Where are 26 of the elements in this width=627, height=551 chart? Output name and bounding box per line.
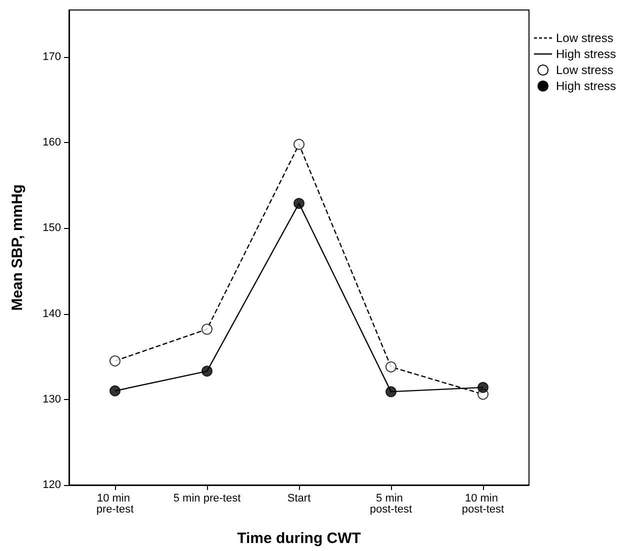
x-tick-label: 10 min pre-test bbox=[96, 492, 134, 516]
legend-label: Low stress bbox=[556, 31, 614, 45]
y-tick-label: 130 bbox=[42, 393, 61, 406]
x-tick-label: 5 min post-test bbox=[370, 492, 412, 516]
point bbox=[386, 386, 396, 398]
y-tick-label: 160 bbox=[42, 136, 61, 149]
legend-label: Low stress bbox=[556, 63, 614, 77]
x-tick-label: 5 min pre-test bbox=[173, 492, 241, 504]
point bbox=[478, 382, 488, 393]
point bbox=[294, 138, 304, 150]
y-tick-label: 150 bbox=[42, 222, 61, 234]
legend-label: High stress bbox=[556, 47, 616, 61]
point bbox=[386, 361, 396, 372]
point bbox=[110, 355, 120, 366]
y-axis-title: Mean SBP, mmHg bbox=[9, 184, 26, 311]
x-axis-title: Time during CWT bbox=[237, 530, 361, 547]
y-tick-label: 120 bbox=[42, 479, 61, 491]
x-tick-label: Start bbox=[287, 492, 311, 504]
point bbox=[202, 366, 212, 377]
point bbox=[202, 324, 212, 335]
point bbox=[110, 385, 120, 396]
y-tick-label: 170 bbox=[42, 51, 61, 64]
y-tick-label: 140 bbox=[42, 308, 61, 320]
legend-label: High stress bbox=[556, 79, 616, 93]
point bbox=[294, 198, 304, 209]
x-tick-label: 10 min post-test bbox=[462, 492, 504, 516]
